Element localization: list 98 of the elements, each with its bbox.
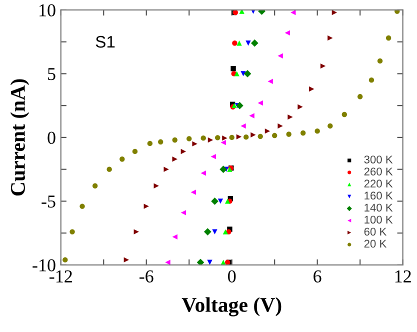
- point: [62, 257, 68, 262]
- y-axis-title: Current (nA): [10, 79, 30, 196]
- point: [229, 134, 234, 140]
- point: [234, 71, 240, 76]
- point: [165, 260, 170, 265]
- y-tick-label: -10: [32, 259, 56, 272]
- point: [212, 229, 218, 234]
- point: [218, 198, 224, 204]
- x-tick-label: 0: [228, 270, 236, 283]
- point: [180, 210, 186, 216]
- x-tick-label: 6: [314, 270, 322, 283]
- legend-label: 20 K: [364, 240, 387, 248]
- point: [250, 132, 256, 138]
- point: [164, 166, 169, 172]
- point: [186, 136, 192, 142]
- point: [92, 183, 98, 188]
- point: [220, 140, 226, 146]
- point: [328, 35, 333, 41]
- point: [190, 190, 196, 195]
- point: [240, 123, 246, 129]
- point: [320, 63, 326, 69]
- point: [284, 30, 290, 36]
- point: [264, 128, 270, 134]
- point: [172, 234, 178, 240]
- point: [222, 135, 228, 141]
- point: [70, 229, 75, 234]
- point: [220, 166, 227, 173]
- point: [386, 35, 392, 41]
- point: [124, 257, 130, 262]
- x-tick-label: -6: [140, 270, 154, 283]
- point: [368, 77, 374, 83]
- point: [258, 100, 263, 106]
- point: [342, 112, 348, 118]
- point: [244, 134, 249, 140]
- point: [268, 78, 273, 84]
- point: [236, 40, 242, 46]
- y-tick-label: 10: [40, 4, 56, 16]
- x-tick-label: 12: [395, 270, 411, 282]
- point: [278, 53, 283, 58]
- point: [196, 258, 204, 265]
- point: [200, 170, 206, 176]
- point: [300, 130, 306, 136]
- point: [258, 10, 266, 15]
- x-tick-label: -12: [50, 270, 72, 282]
- point: [211, 198, 218, 205]
- point: [134, 229, 139, 234]
- point: [278, 123, 283, 129]
- point: [232, 40, 238, 46]
- point: [208, 137, 214, 143]
- legend-label: 220 K: [364, 180, 393, 188]
- point: [244, 70, 252, 78]
- point: [132, 148, 138, 154]
- point: [246, 40, 251, 46]
- legend-label: 60 K: [364, 228, 387, 236]
- point: [226, 229, 232, 234]
- point: [250, 39, 258, 47]
- point: [314, 128, 320, 134]
- point: [192, 141, 198, 146]
- point: [210, 154, 216, 160]
- point: [288, 114, 293, 120]
- point: [144, 204, 149, 209]
- legend-label: 260 K: [364, 168, 393, 176]
- point: [298, 104, 303, 110]
- point: [224, 198, 230, 204]
- point: [258, 134, 263, 140]
- point: [309, 86, 314, 92]
- point: [207, 260, 212, 265]
- annotation: S1: [96, 36, 115, 48]
- point: [215, 135, 220, 140]
- legend-label: 300 K: [364, 156, 393, 164]
- point: [249, 113, 254, 118]
- legend-label: 100 K: [364, 216, 393, 224]
- point: [106, 166, 112, 172]
- point: [328, 123, 333, 129]
- point: [357, 94, 363, 100]
- point: [286, 132, 292, 137]
- point: [147, 140, 153, 146]
- point: [200, 135, 206, 141]
- legend-label: 140 K: [364, 204, 393, 212]
- point: [272, 132, 278, 138]
- point: [236, 102, 244, 110]
- point: [80, 204, 85, 209]
- point: [154, 183, 159, 188]
- x-axis-title: Voltage (V): [182, 297, 282, 316]
- point: [240, 71, 246, 76]
- point: [377, 58, 383, 64]
- point: [120, 156, 125, 162]
- point: [180, 148, 186, 154]
- point: [204, 228, 212, 236]
- y-tick-label: 5: [48, 68, 56, 80]
- point: [236, 134, 242, 140]
- point: [222, 229, 228, 234]
- y-tick-label: -5: [42, 196, 56, 208]
- point: [158, 139, 164, 145]
- legend-label: 160 K: [364, 192, 393, 200]
- point: [230, 66, 236, 72]
- point: [172, 137, 178, 143]
- y-tick-label: 0: [48, 132, 56, 144]
